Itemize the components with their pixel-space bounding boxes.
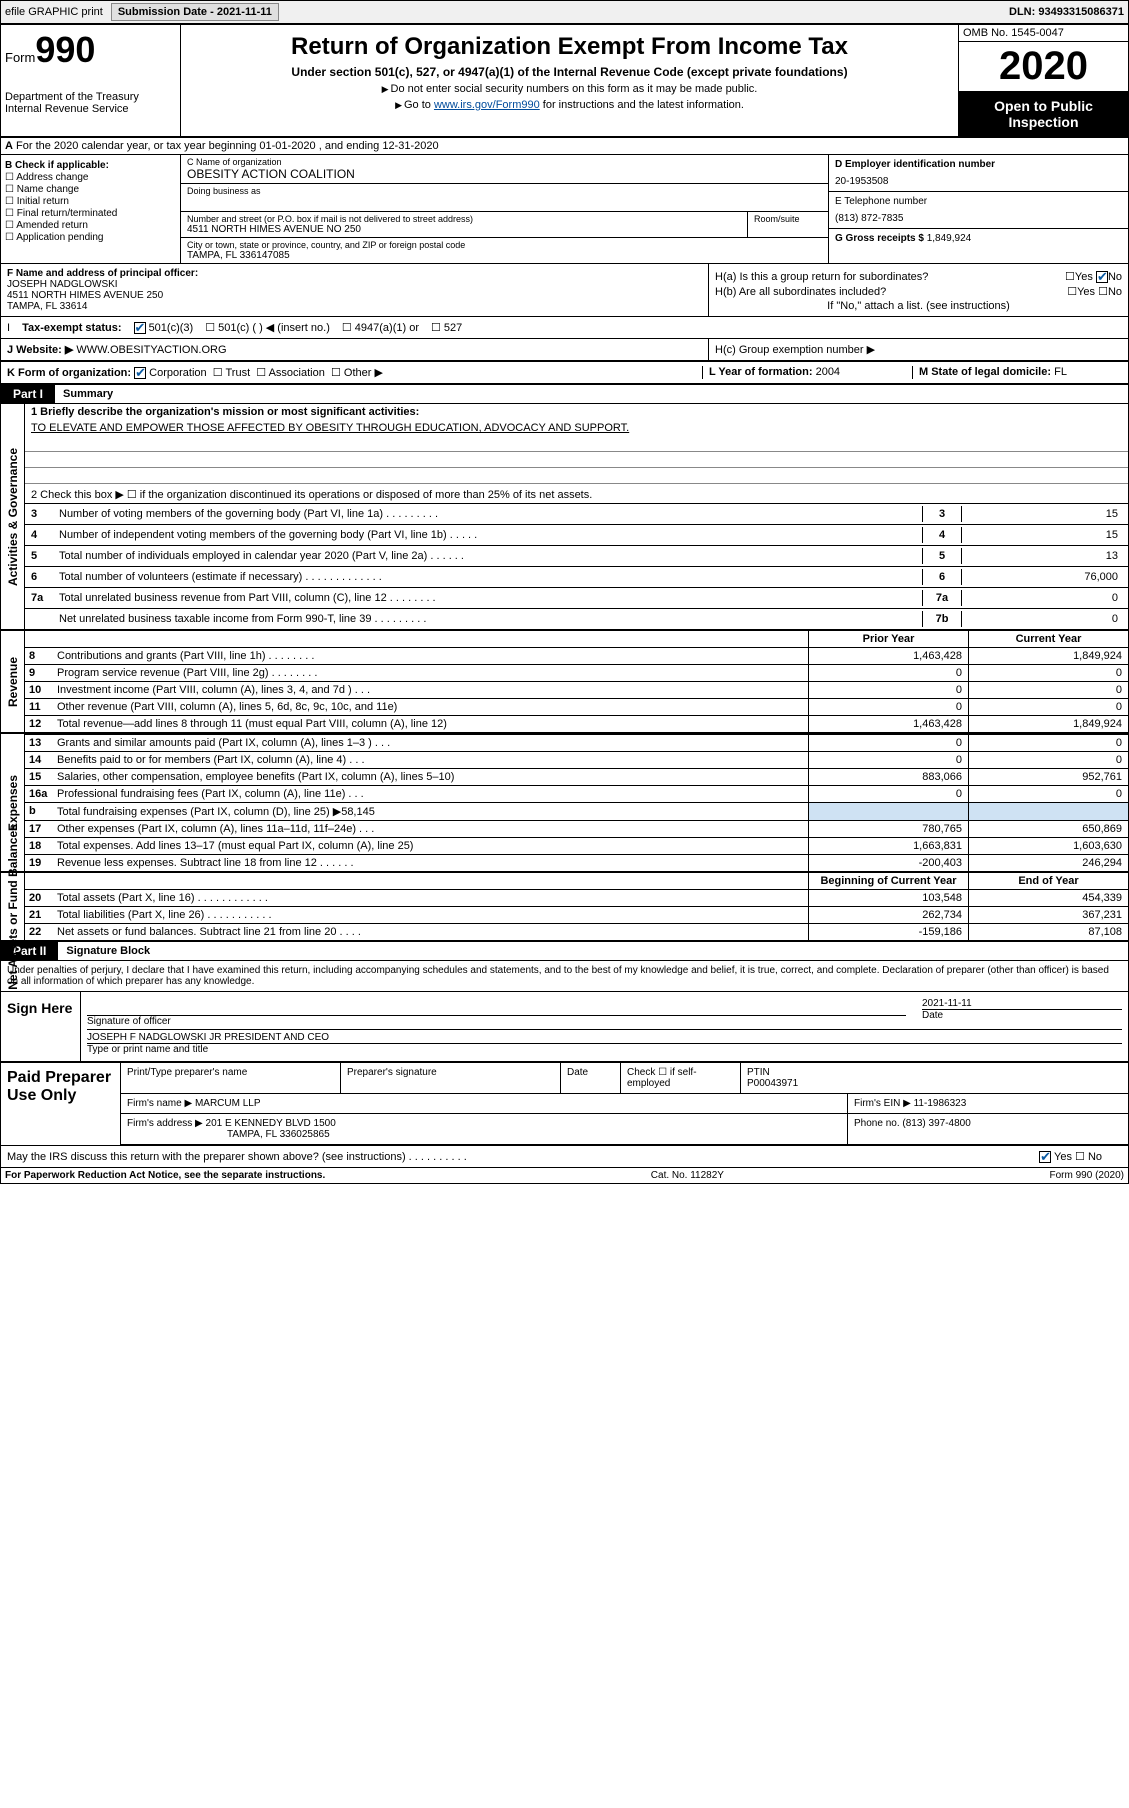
vlabel-revenue: Revenue xyxy=(1,631,25,732)
form990-link[interactable]: www.irs.gov/Form990 xyxy=(434,99,540,111)
tax-exempt-row: ITax-exempt status: 501(c)(3) ☐ 501(c) (… xyxy=(1,317,1128,339)
section-h: H(a) Is this a group return for subordin… xyxy=(708,264,1128,316)
section-l: L Year of formation: 2004 xyxy=(702,366,912,379)
part1-header: Part I Summary xyxy=(1,385,1128,404)
efile-label: efile GRAPHIC print xyxy=(5,6,103,18)
open-to-public: Open to Public Inspection xyxy=(959,91,1128,136)
org-address: 4511 NORTH HIMES AVENUE NO 250 xyxy=(187,224,741,235)
mission-text: TO ELEVATE AND EMPOWER THOSE AFFECTED BY… xyxy=(31,422,1122,434)
officer-printed-name: JOSEPH F NADGLOWSKI JR PRESIDENT AND CEO xyxy=(87,1032,1122,1044)
signature-declaration: Under penalties of perjury, I declare th… xyxy=(1,961,1128,991)
phone-value: (813) 872-7835 xyxy=(835,213,1122,224)
section-hc: H(c) Group exemption number ▶ xyxy=(708,339,1128,360)
firm-phone: (813) 397-4800 xyxy=(902,1118,970,1129)
part2-header: Part II Signature Block xyxy=(1,942,1128,961)
section-m: M State of legal domicile: FL xyxy=(912,366,1122,379)
top-bar: efile GRAPHIC print Submission Date - 20… xyxy=(0,0,1129,24)
note-ssn: Do not enter social security numbers on … xyxy=(189,83,950,95)
form-prefix: Form xyxy=(5,50,35,65)
check-icon xyxy=(134,367,146,379)
website-value: WWW.OBESITYACTION.ORG xyxy=(76,344,226,356)
prior-year-hdr: Prior Year xyxy=(808,631,968,647)
org-name: OBESITY ACTION COALITION xyxy=(187,167,822,181)
check-icon xyxy=(1096,271,1108,283)
firm-name: MARCUM LLP xyxy=(195,1098,261,1109)
form-header: Form990 Department of the Treasury Inter… xyxy=(1,25,1128,138)
form-number: 990 xyxy=(35,29,95,70)
ptin-value: P00043971 xyxy=(747,1078,798,1089)
vlabel-governance: Activities & Governance xyxy=(1,404,25,629)
form-subtitle: Under section 501(c), 527, or 4947(a)(1)… xyxy=(189,65,950,79)
section-f: F Name and address of principal officer:… xyxy=(1,264,708,316)
section-c: C Name of organizationOBESITY ACTION COA… xyxy=(181,155,828,263)
current-year-hdr: Current Year xyxy=(968,631,1128,647)
irs-discuss: May the IRS discuss this return with the… xyxy=(7,1151,1019,1163)
submission-date: Submission Date - 2021-11-11 xyxy=(111,3,279,21)
dln-label: DLN: 93493315086371 xyxy=(1009,6,1124,18)
check-icon xyxy=(1039,1151,1051,1163)
vlabel-netassets: Net Assets or Fund Balances xyxy=(1,873,25,940)
firm-ein: 11-1986323 xyxy=(914,1098,967,1109)
gross-receipts: 1,849,924 xyxy=(927,233,972,244)
tax-year: 2020 xyxy=(959,42,1128,91)
section-k: K Form of organization: Corporation ☐ Tr… xyxy=(7,366,702,379)
sign-here-label: Sign Here xyxy=(1,992,81,1061)
section-de: D Employer identification number20-19535… xyxy=(828,155,1128,263)
org-city: TAMPA, FL 336147085 xyxy=(187,250,822,261)
check-icon xyxy=(134,322,146,334)
footer: For Paperwork Reduction Act Notice, see … xyxy=(1,1167,1128,1183)
website-row: J Website: ▶ WWW.OBESITYACTION.ORG xyxy=(1,339,708,360)
dept-label: Department of the Treasury Internal Reve… xyxy=(5,91,176,115)
note-goto-prefix: Go to xyxy=(404,99,434,111)
form-title: Return of Organization Exempt From Incom… xyxy=(189,33,950,61)
omb-number: OMB No. 1545-0047 xyxy=(959,25,1128,42)
paid-preparer-label: Paid Preparer Use Only xyxy=(1,1063,121,1145)
row-a-taxyear: A For the 2020 calendar year, or tax yea… xyxy=(1,138,1128,155)
end-year-hdr: End of Year xyxy=(968,873,1128,889)
note-goto-suffix: for instructions and the latest informat… xyxy=(540,99,744,111)
beg-year-hdr: Beginning of Current Year xyxy=(808,873,968,889)
officer-name: JOSEPH NADGLOWSKI xyxy=(7,279,118,290)
ein-value: 20-1953508 xyxy=(835,176,1122,187)
section-b: B Check if applicable: ☐ Address change … xyxy=(1,155,181,263)
